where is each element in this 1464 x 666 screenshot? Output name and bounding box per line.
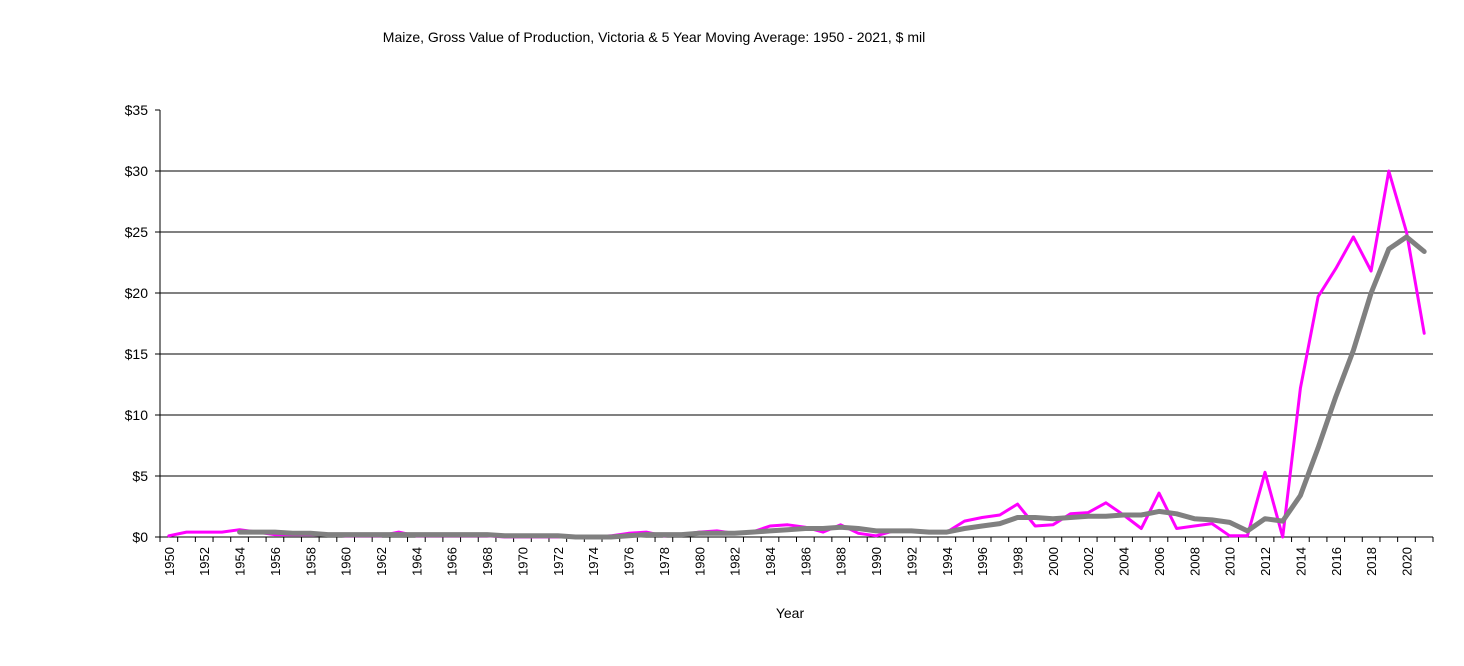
x-tick-label: 1952 — [197, 547, 212, 576]
x-tick-label: 2016 — [1329, 547, 1344, 576]
x-tick-label: 1970 — [515, 547, 530, 576]
x-tick-label: 2000 — [1046, 547, 1061, 576]
y-tick-label: $20 — [125, 285, 149, 301]
x-tick-label: 2010 — [1223, 547, 1238, 576]
y-tick-label: $15 — [125, 346, 149, 362]
x-axis: 1950 1952 1954 1956 1958 1960 1962 1964 1966 1968… — [159, 536, 1434, 576]
series-lines — [167, 169, 1427, 540]
x-tick-label: 1990 — [869, 547, 884, 576]
moving-average-line — [237, 234, 1427, 540]
x-tick-label: 1984 — [763, 547, 778, 576]
x-tick-label: 1982 — [728, 547, 743, 576]
x-tick-label: 2018 — [1364, 547, 1379, 576]
x-tick-label: 2020 — [1399, 547, 1414, 576]
x-tick-label: 1974 — [586, 547, 601, 576]
x-tick-label: 1994 — [940, 547, 955, 576]
y-axis: $0 $5 $10 $15 $20 $25 $30 $35 — [125, 102, 161, 545]
x-tick-label: 1950 — [162, 547, 177, 576]
x-tick-label: 1988 — [834, 547, 849, 576]
x-axis-label: Year — [776, 605, 805, 621]
x-tick-label: 1980 — [692, 547, 707, 576]
x-tick-label: 1968 — [480, 547, 495, 576]
x-tick-label: 2012 — [1258, 547, 1273, 576]
x-tick-label: 1986 — [798, 547, 813, 576]
x-tick-label: 1996 — [975, 547, 990, 576]
y-tick-label: $5 — [132, 468, 148, 484]
x-tick-label: 1976 — [622, 547, 637, 576]
x-tick-label: 1958 — [303, 547, 318, 576]
x-tick-label: 1972 — [551, 547, 566, 576]
gridlines — [160, 170, 1433, 477]
y-tick-label: $25 — [125, 224, 149, 240]
x-tick-label: 2004 — [1117, 547, 1132, 576]
y-tick-label: $30 — [125, 163, 149, 179]
x-tick-label: 2014 — [1293, 547, 1308, 576]
x-tick-label: 1966 — [445, 547, 460, 576]
x-tick-label: 1960 — [339, 547, 354, 576]
y-tick-label: $0 — [132, 529, 148, 545]
y-tick-label: $10 — [125, 407, 149, 423]
x-tick-label: 1954 — [233, 547, 248, 576]
x-tick-label: 2006 — [1152, 547, 1167, 576]
x-tick-label: 2008 — [1187, 547, 1202, 576]
x-tick-label: 1956 — [268, 547, 283, 576]
x-tick-label: 1964 — [409, 547, 424, 576]
x-tick-label: 1998 — [1011, 547, 1026, 576]
x-tick-label: 2002 — [1081, 547, 1096, 576]
chart-title: Maize, Gross Value of Production, Victor… — [383, 29, 925, 45]
x-tick-label: 1962 — [374, 547, 389, 576]
x-tick-label: 1978 — [657, 547, 672, 576]
x-tick-label: 1992 — [904, 547, 919, 576]
y-tick-label: $35 — [125, 102, 149, 118]
